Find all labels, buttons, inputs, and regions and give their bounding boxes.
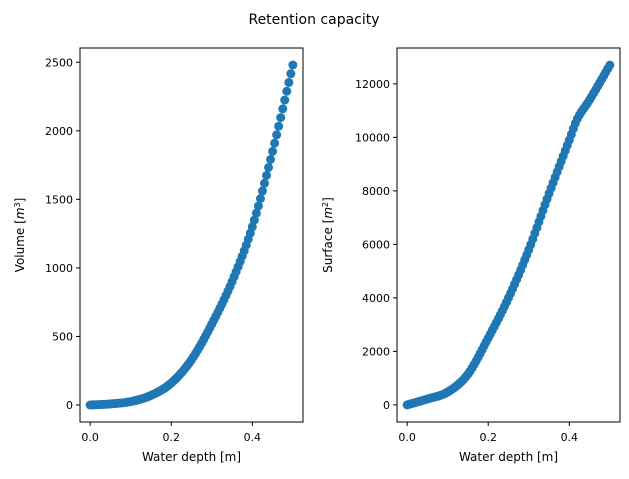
volume-ytick-label: 2500 xyxy=(45,56,73,69)
volume-point xyxy=(262,170,272,180)
surface-axes-frame xyxy=(396,47,621,423)
volume-ylabel: Volume [m3] xyxy=(13,198,28,273)
surface-xtick-label: 0.4 xyxy=(561,431,579,444)
surface-xtick-label: 0.0 xyxy=(398,431,416,444)
volume-ytick-label: 500 xyxy=(52,330,73,343)
volume-point xyxy=(274,121,284,131)
volume-point xyxy=(251,208,261,218)
surface-ytick-label: 0 xyxy=(383,399,390,412)
volume-ytick-label: 1500 xyxy=(45,193,73,206)
volume-point xyxy=(253,201,263,211)
volume-point xyxy=(288,60,298,70)
volume-xtick-label: 0.0 xyxy=(81,431,99,444)
surface-ytick-label: 4000 xyxy=(362,292,390,305)
volume-axes-frame xyxy=(79,47,304,423)
volume-point xyxy=(266,154,276,164)
surface-subplot: 0.0 0.2 0.4 0 2000 4000 6000 8000 10000 12000 Wa… xyxy=(321,47,621,464)
volume-point xyxy=(280,95,290,105)
surface-ytick-label: 8000 xyxy=(362,185,390,198)
volume-point xyxy=(272,130,282,140)
surface-point xyxy=(605,60,615,70)
volume-point xyxy=(282,86,292,96)
volume-point xyxy=(278,104,288,114)
volume-point xyxy=(268,146,278,156)
surface-ytick-label: 6000 xyxy=(362,238,390,251)
volume-ytick-label: 0 xyxy=(66,399,73,412)
surface-ytick-label: 12000 xyxy=(355,78,390,91)
volume-point xyxy=(270,138,280,148)
surface-ytick-label: 2000 xyxy=(362,345,390,358)
volume-point xyxy=(249,215,259,225)
volume-xtick-label: 0.4 xyxy=(244,431,262,444)
volume-xtick-label: 0.2 xyxy=(162,431,180,444)
volume-point xyxy=(257,186,267,196)
volume-points xyxy=(85,60,298,410)
volume-xlabel: Water depth [m] xyxy=(142,450,241,464)
volume-point xyxy=(284,77,294,87)
volume-point xyxy=(264,162,274,172)
volume-point xyxy=(259,178,269,188)
volume-point xyxy=(255,194,265,204)
surface-ylabel: Surface [m2] xyxy=(321,197,336,273)
volume-point xyxy=(286,69,296,79)
surface-xlabel: Water depth [m] xyxy=(459,450,558,464)
surface-xtick-label: 0.2 xyxy=(479,431,497,444)
volume-ytick-label: 2000 xyxy=(45,125,73,138)
surface-ytick-label: 10000 xyxy=(355,131,390,144)
figure-title: Retention capacity xyxy=(248,12,379,28)
volume-subplot: 0.0 0.2 0.4 0 500 1000 1500 2000 2500 Water dep… xyxy=(13,47,304,464)
surface-points xyxy=(402,60,615,410)
volume-ytick-label: 1000 xyxy=(45,262,73,275)
volume-point xyxy=(276,113,286,123)
